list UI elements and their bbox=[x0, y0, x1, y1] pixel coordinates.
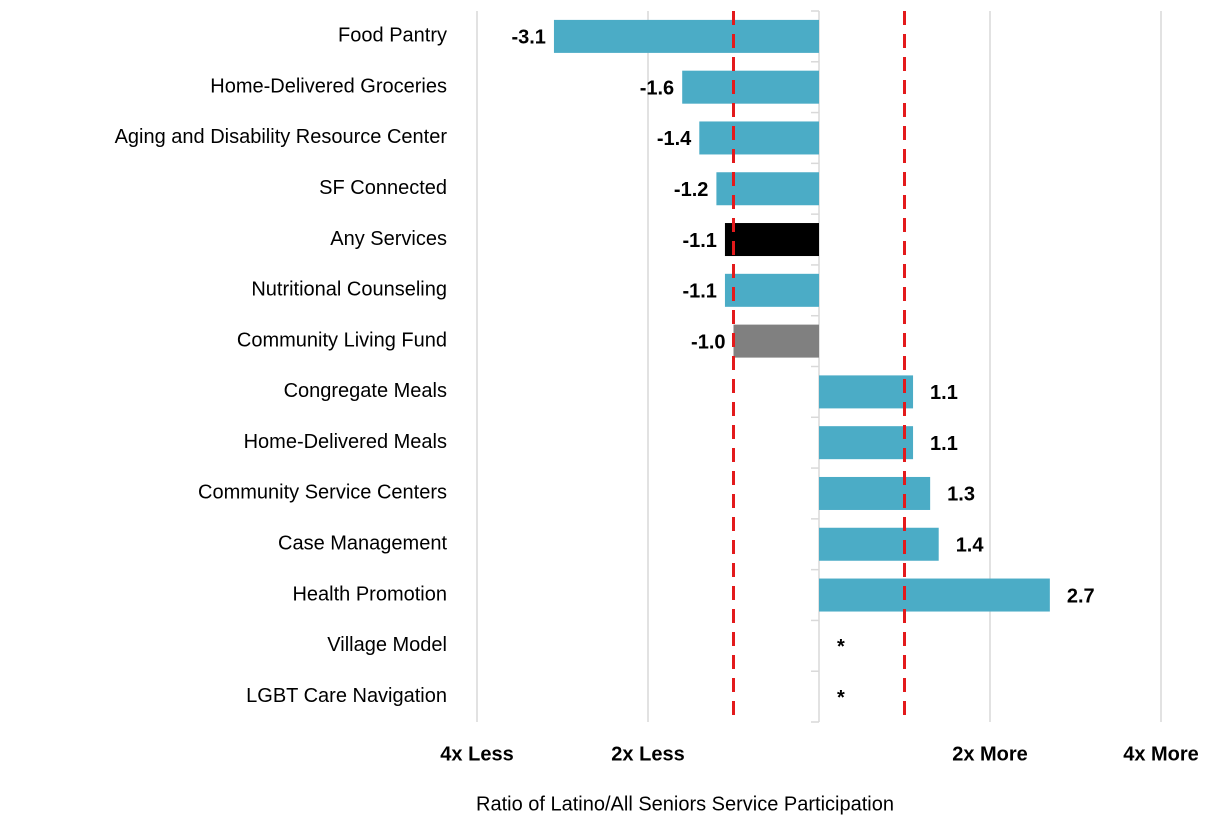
category-label: LGBT Care Navigation bbox=[246, 685, 447, 707]
bar bbox=[819, 527, 939, 561]
bar bbox=[553, 19, 819, 53]
value-label: * bbox=[837, 687, 845, 709]
bar bbox=[733, 324, 819, 358]
value-label: -1.2 bbox=[674, 179, 708, 201]
bar bbox=[716, 172, 819, 206]
bar bbox=[819, 578, 1050, 612]
value-label: -1.6 bbox=[640, 77, 674, 99]
category-label: Congregate Meals bbox=[284, 380, 447, 402]
category-label: SF Connected bbox=[319, 177, 447, 199]
value-label: 2.7 bbox=[1067, 585, 1095, 607]
category-label: Community Living Fund bbox=[237, 329, 447, 351]
value-label: 1.3 bbox=[947, 484, 975, 506]
bar bbox=[682, 70, 819, 104]
value-label: 1.1 bbox=[930, 382, 958, 404]
value-label: -1.0 bbox=[691, 331, 725, 353]
bar bbox=[724, 223, 819, 257]
value-label: -1.1 bbox=[682, 281, 716, 303]
x-tick-label: 2x More bbox=[952, 743, 1028, 765]
category-label: Home-Delivered Meals bbox=[244, 431, 447, 453]
x-axis-title: Ratio of Latino/All Seniors Service Part… bbox=[476, 793, 894, 815]
value-label: * bbox=[837, 636, 845, 658]
category-label: Any Services bbox=[330, 228, 447, 250]
bar bbox=[724, 273, 819, 307]
value-label: -3.1 bbox=[511, 27, 545, 49]
category-label: Nutritional Counseling bbox=[251, 279, 447, 301]
category-label: Case Management bbox=[278, 533, 447, 555]
bar bbox=[699, 121, 819, 155]
category-label: Village Model bbox=[327, 634, 447, 656]
category-label: Aging and Disability Resource Center bbox=[115, 126, 448, 148]
bar bbox=[819, 375, 914, 409]
value-label: -1.4 bbox=[657, 128, 692, 150]
value-label: 1.1 bbox=[930, 433, 958, 455]
bar bbox=[819, 426, 914, 460]
bar bbox=[819, 476, 931, 510]
value-label: 1.4 bbox=[956, 535, 985, 557]
x-tick-label: 4x Less bbox=[440, 743, 513, 765]
category-label: Food Pantry bbox=[338, 25, 447, 47]
category-label: Health Promotion bbox=[292, 583, 447, 605]
category-label: Community Service Centers bbox=[198, 482, 447, 504]
x-tick-label: 2x Less bbox=[611, 743, 684, 765]
value-label: -1.1 bbox=[682, 230, 716, 252]
x-tick-label: 4x More bbox=[1123, 743, 1199, 765]
category-label: Home-Delivered Groceries bbox=[210, 75, 447, 97]
